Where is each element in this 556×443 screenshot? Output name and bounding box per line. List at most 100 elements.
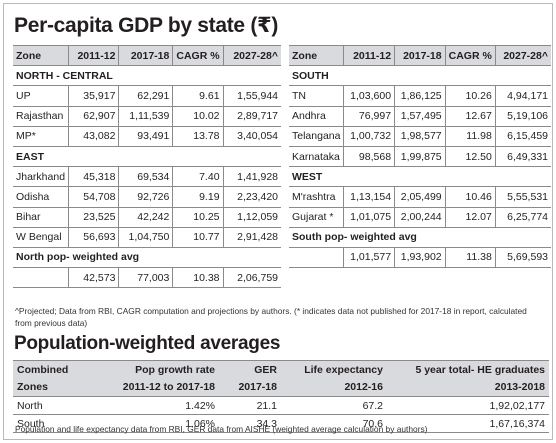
- pop-subheader-zones: Zones: [13, 378, 95, 397]
- state-name: Odisha: [13, 186, 69, 208]
- state-name: Karnataka: [289, 146, 344, 168]
- population-table: Combined Pop growth rate GER Life expect…: [13, 360, 549, 433]
- avg-row: 1,01,577 1,93,902 11.38 5,69,593: [289, 247, 551, 269]
- value-cagr: 12.50: [444, 146, 496, 168]
- value-2027-28: 2,89,717: [222, 106, 281, 127]
- value-2027-28: 5,19,106: [494, 106, 551, 127]
- table-row: MP* 43,082 93,491 13.78 3,40,054: [13, 126, 281, 147]
- gdp-header-row: Zone 2011-12 2017-18 CAGR % 2027-28^: [289, 44, 551, 67]
- value-2017-18: 1,98,577: [394, 126, 446, 147]
- value-2011-12: 54,708: [68, 186, 119, 208]
- avg-label: South pop- weighted avg: [289, 227, 551, 248]
- table-row: Gujarat * 1,01,075 2,00,244 12.07 6,25,7…: [289, 207, 551, 228]
- value-2027-28: 1,12,059: [222, 207, 281, 228]
- table-row: UP 35,917 62,291 9.61 1,55,944: [13, 85, 281, 107]
- header-2011-12: 2011-12: [68, 44, 119, 67]
- section-east: EAST: [13, 146, 281, 168]
- value-2017-18: 1,57,495: [394, 106, 446, 127]
- value-2017-18: 1,99,875: [394, 146, 446, 168]
- pop-subheader-row: Zones 2011-12 to 2017-18 2017-18 2012-16…: [13, 378, 549, 397]
- value-cagr: 9.19: [172, 186, 224, 208]
- section-south-avg: South pop- weighted avg: [289, 227, 551, 248]
- table-row: Jharkhand 45,318 69,534 7.40 1,41,928: [13, 166, 281, 188]
- avg-2011-12: 42,573: [68, 267, 119, 289]
- avg-cagr: 11.38: [444, 247, 496, 269]
- avg-2017-18: 77,003: [118, 267, 173, 289]
- section-north-avg: North pop- weighted avg: [13, 247, 281, 269]
- value-cagr: 10.26: [444, 85, 496, 107]
- table-row: South 1.06% 34.3 70.6 1,67,16,374: [13, 414, 549, 433]
- pop-header-row: Combined Pop growth rate GER Life expect…: [13, 360, 549, 379]
- value-2027-28: 2,23,420: [222, 186, 281, 208]
- pop-subheader-growth: 2011-12 to 2017-18: [95, 378, 219, 397]
- section-label: SOUTH: [289, 65, 551, 87]
- value-2011-12: 1,01,075: [343, 207, 395, 228]
- value-growth: 1.42%: [95, 396, 219, 415]
- pop-header-combined: Combined: [13, 360, 95, 379]
- value-cagr: 12.67: [444, 106, 496, 127]
- value-cagr: 7.40: [172, 166, 224, 188]
- value-2027-28: 6,49,331: [494, 146, 551, 168]
- value-cagr: 10.77: [172, 227, 224, 248]
- value-2017-18: 2,00,244: [394, 207, 446, 228]
- header-cagr: CAGR %: [444, 44, 496, 67]
- pop-header-ger: GER: [219, 360, 281, 379]
- value-ger: 34.3: [219, 414, 281, 433]
- value-2027-28: 6,15,459: [494, 126, 551, 147]
- header-2017-18: 2017-18: [394, 44, 446, 67]
- table-row: Bihar 23,525 42,242 10.25 1,12,059: [13, 207, 281, 228]
- section-title-population: Population-weighted averages: [14, 333, 281, 354]
- value-2017-18: 92,726: [118, 186, 173, 208]
- header-2017-18: 2017-18: [118, 44, 173, 67]
- avg-2027-28: 2,06,759: [222, 267, 281, 289]
- table-row: TN 1,03,600 1,86,125 10.26 4,94,171: [289, 85, 551, 107]
- avg-2027-28: 5,69,593: [494, 247, 551, 269]
- avg-2017-18: 1,93,902: [394, 247, 446, 269]
- value-graduates: 1,67,16,374: [387, 414, 549, 433]
- table-row: Karnataka 98,568 1,99,875 12.50 6,49,331: [289, 146, 551, 168]
- table-row: M'rashtra 1,13,154 2,05,499 10.46 5,55,5…: [289, 186, 551, 208]
- value-cagr: 10.02: [172, 106, 224, 127]
- section-south: SOUTH: [289, 65, 551, 87]
- value-2027-28: 2,91,428: [222, 227, 281, 248]
- section-label: NORTH - CENTRAL: [13, 65, 281, 87]
- state-name: MP*: [13, 126, 69, 147]
- value-2011-12: 1,13,154: [343, 186, 395, 208]
- section-west: WEST: [289, 166, 551, 188]
- state-name: Gujarat *: [289, 207, 344, 228]
- source-footer: Population and life expectancy data from…: [15, 424, 428, 434]
- value-life: 70.6: [281, 414, 387, 433]
- value-graduates: 1,92,02,177: [387, 396, 549, 415]
- header-cagr: CAGR %: [172, 44, 224, 67]
- avg-label: North pop- weighted avg: [13, 247, 281, 269]
- header-2027-28: 2027-28^: [494, 44, 551, 67]
- value-cagr: 9.61: [172, 85, 224, 107]
- value-cagr: 10.46: [444, 186, 496, 208]
- table-row: Andhra 76,997 1,57,495 12.67 5,19,106: [289, 106, 551, 127]
- gdp-table-south-west: Zone 2011-12 2017-18 CAGR % 2027-28^ SOU…: [289, 44, 551, 269]
- value-2011-12: 98,568: [343, 146, 395, 168]
- section-north-central: NORTH - CENTRAL: [13, 65, 281, 87]
- projection-note: ^Projected; Data from RBI, CAGR computat…: [15, 306, 527, 328]
- table-row: Telangana 1,00,732 1,98,577 11.98 6,15,4…: [289, 126, 551, 147]
- state-name: UP: [13, 85, 69, 107]
- value-2027-28: 4,94,171: [494, 85, 551, 107]
- value-2017-18: 1,04,750: [118, 227, 173, 248]
- page-title: Per-capita GDP by state (₹): [14, 14, 279, 37]
- pop-header-growth: Pop growth rate: [95, 360, 219, 379]
- value-2027-28: 1,41,928: [222, 166, 281, 188]
- avg-row: 42,573 77,003 10.38 2,06,759: [13, 267, 281, 289]
- value-2011-12: 56,693: [68, 227, 119, 248]
- value-2011-12: 45,318: [68, 166, 119, 188]
- value-2027-28: 6,25,774: [494, 207, 551, 228]
- value-ger: 21.1: [219, 396, 281, 415]
- state-name: M'rashtra: [289, 186, 344, 208]
- pop-subheader-ger: 2017-18: [219, 378, 281, 397]
- value-2011-12: 43,082: [68, 126, 119, 147]
- value-2017-18: 62,291: [118, 85, 173, 107]
- value-2011-12: 35,917: [68, 85, 119, 107]
- state-name: Bihar: [13, 207, 69, 228]
- section-label: WEST: [289, 166, 551, 188]
- value-2017-18: 1,86,125: [394, 85, 446, 107]
- avg-2011-12: 1,01,577: [343, 247, 395, 269]
